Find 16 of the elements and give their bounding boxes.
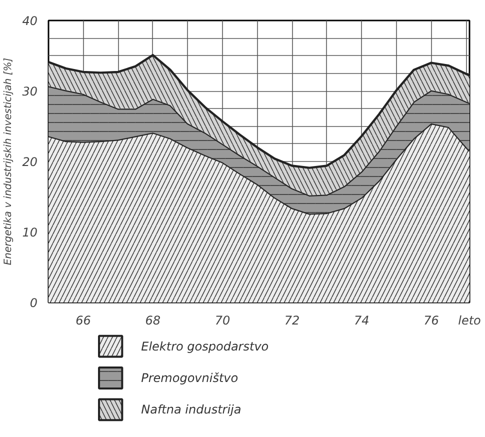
x-tick-label: 74 <box>354 314 370 328</box>
x-tick-label: 66 <box>76 314 92 328</box>
y-tick-label: 40 <box>22 14 38 28</box>
x-axis-title: leto <box>458 314 481 328</box>
legend-label: Elektro gospodarstvo <box>141 339 269 354</box>
x-tick-label: 72 <box>284 314 300 328</box>
y-tick-label: 10 <box>22 226 38 240</box>
y-tick-label: 20 <box>22 155 38 169</box>
y-tick-label: 0 <box>30 296 38 310</box>
legend-label: Naftna industrija <box>141 402 242 417</box>
legend-label: Premogovništvo <box>141 371 238 385</box>
x-tick-label: 70 <box>214 314 230 328</box>
x-tick-label: 76 <box>424 314 440 328</box>
x-tick-label: 68 <box>145 314 161 328</box>
y-tick-label: 30 <box>22 84 38 98</box>
y-axis-title: Energetika v industrijskih investicijah [%] <box>3 58 14 266</box>
